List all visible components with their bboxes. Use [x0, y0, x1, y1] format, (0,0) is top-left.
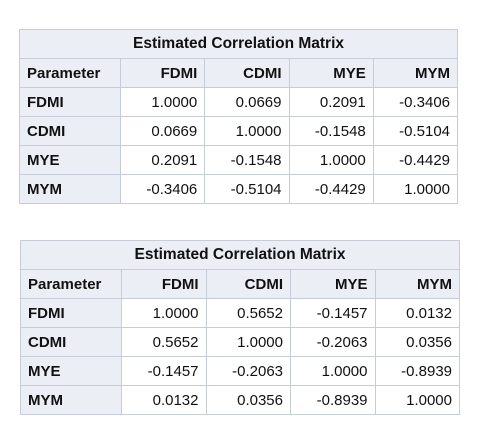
- table-cell: -0.8939: [374, 356, 460, 386]
- table-row: CDMI 0.5652 1.0000 -0.2063 0.0356: [20, 327, 460, 357]
- table-cell: 0.0356: [205, 385, 291, 415]
- column-header: FDMI: [121, 269, 207, 299]
- column-header: CDMI: [204, 58, 290, 88]
- table-cell: 0.0132: [374, 298, 460, 328]
- row-header: FDMI: [19, 87, 121, 117]
- table-cell: 0.5652: [205, 298, 291, 328]
- table-cell: 1.0000: [204, 116, 290, 146]
- table-cell: 0.0669: [204, 87, 290, 117]
- corner-header: Parameter: [20, 269, 122, 299]
- column-header: CDMI: [205, 269, 291, 299]
- row-header: MYE: [19, 145, 121, 175]
- table-cell: 1.0000: [121, 298, 207, 328]
- table-row: FDMI 1.0000 0.0669 0.2091 -0.3406: [19, 87, 459, 117]
- row-header: FDMI: [20, 298, 122, 328]
- matrix-header-row: Parameter FDMI CDMI MYE MYM: [20, 269, 460, 299]
- table-row: MYM 0.0132 0.0356 -0.8939 1.0000: [20, 385, 460, 415]
- column-header: MYE: [290, 269, 376, 299]
- row-header: MYM: [19, 174, 121, 204]
- column-header: MYM: [372, 58, 459, 88]
- row-header: MYM: [20, 385, 122, 415]
- table-cell: -0.5104: [204, 174, 290, 204]
- table-row: MYE 0.2091 -0.1548 1.0000 -0.4429: [19, 145, 459, 175]
- table-row: MYM -0.3406 -0.5104 -0.4429 1.0000: [19, 174, 459, 204]
- table-cell: -0.3406: [372, 87, 459, 117]
- correlation-matrix-1: Estimated Correlation Matrix Parameter F…: [19, 29, 459, 204]
- correlation-matrix-2: Estimated Correlation Matrix Parameter F…: [20, 240, 460, 415]
- table-cell: -0.1548: [288, 116, 374, 146]
- column-header: FDMI: [119, 58, 206, 88]
- row-header: CDMI: [20, 327, 122, 357]
- table-row: CDMI 0.0669 1.0000 -0.1548 -0.5104: [19, 116, 459, 146]
- table-cell: 1.0000: [372, 174, 459, 204]
- column-header: MYE: [288, 58, 374, 88]
- row-header: CDMI: [19, 116, 121, 146]
- table-cell: -0.3406: [119, 174, 206, 204]
- matrix-title: Estimated Correlation Matrix: [20, 240, 460, 270]
- table-cell: -0.4429: [372, 145, 459, 175]
- table-cell: -0.2063: [205, 356, 291, 386]
- table-cell: -0.1457: [121, 356, 207, 386]
- corner-header: Parameter: [19, 58, 121, 88]
- row-header: MYE: [20, 356, 122, 386]
- matrix-title-row: Estimated Correlation Matrix: [20, 240, 460, 270]
- table-cell: 1.0000: [374, 385, 460, 415]
- table-cell: -0.1548: [204, 145, 290, 175]
- table-cell: 1.0000: [205, 327, 291, 357]
- matrix-title-row: Estimated Correlation Matrix: [19, 29, 458, 59]
- table-cell: 1.0000: [288, 145, 374, 175]
- table-row: MYE -0.1457 -0.2063 1.0000 -0.8939: [20, 356, 460, 386]
- table-cell: -0.8939: [290, 385, 376, 415]
- matrix-header-row: Parameter FDMI CDMI MYE MYM: [19, 58, 459, 88]
- table-cell: -0.5104: [372, 116, 459, 146]
- matrix-title: Estimated Correlation Matrix: [19, 29, 458, 59]
- table-cell: 0.5652: [121, 327, 207, 357]
- table-cell: 0.2091: [119, 145, 206, 175]
- table-cell: 0.0356: [374, 327, 460, 357]
- table-cell: -0.4429: [288, 174, 374, 204]
- table-cell: -0.2063: [290, 327, 376, 357]
- table-cell: 0.0132: [121, 385, 207, 415]
- table-cell: 1.0000: [119, 87, 206, 117]
- table-cell: -0.1457: [290, 298, 376, 328]
- table-cell: 0.2091: [288, 87, 374, 117]
- table-row: FDMI 1.0000 0.5652 -0.1457 0.0132: [20, 298, 460, 328]
- table-cell: 1.0000: [290, 356, 376, 386]
- table-cell: 0.0669: [119, 116, 206, 146]
- column-header: MYM: [374, 269, 460, 299]
